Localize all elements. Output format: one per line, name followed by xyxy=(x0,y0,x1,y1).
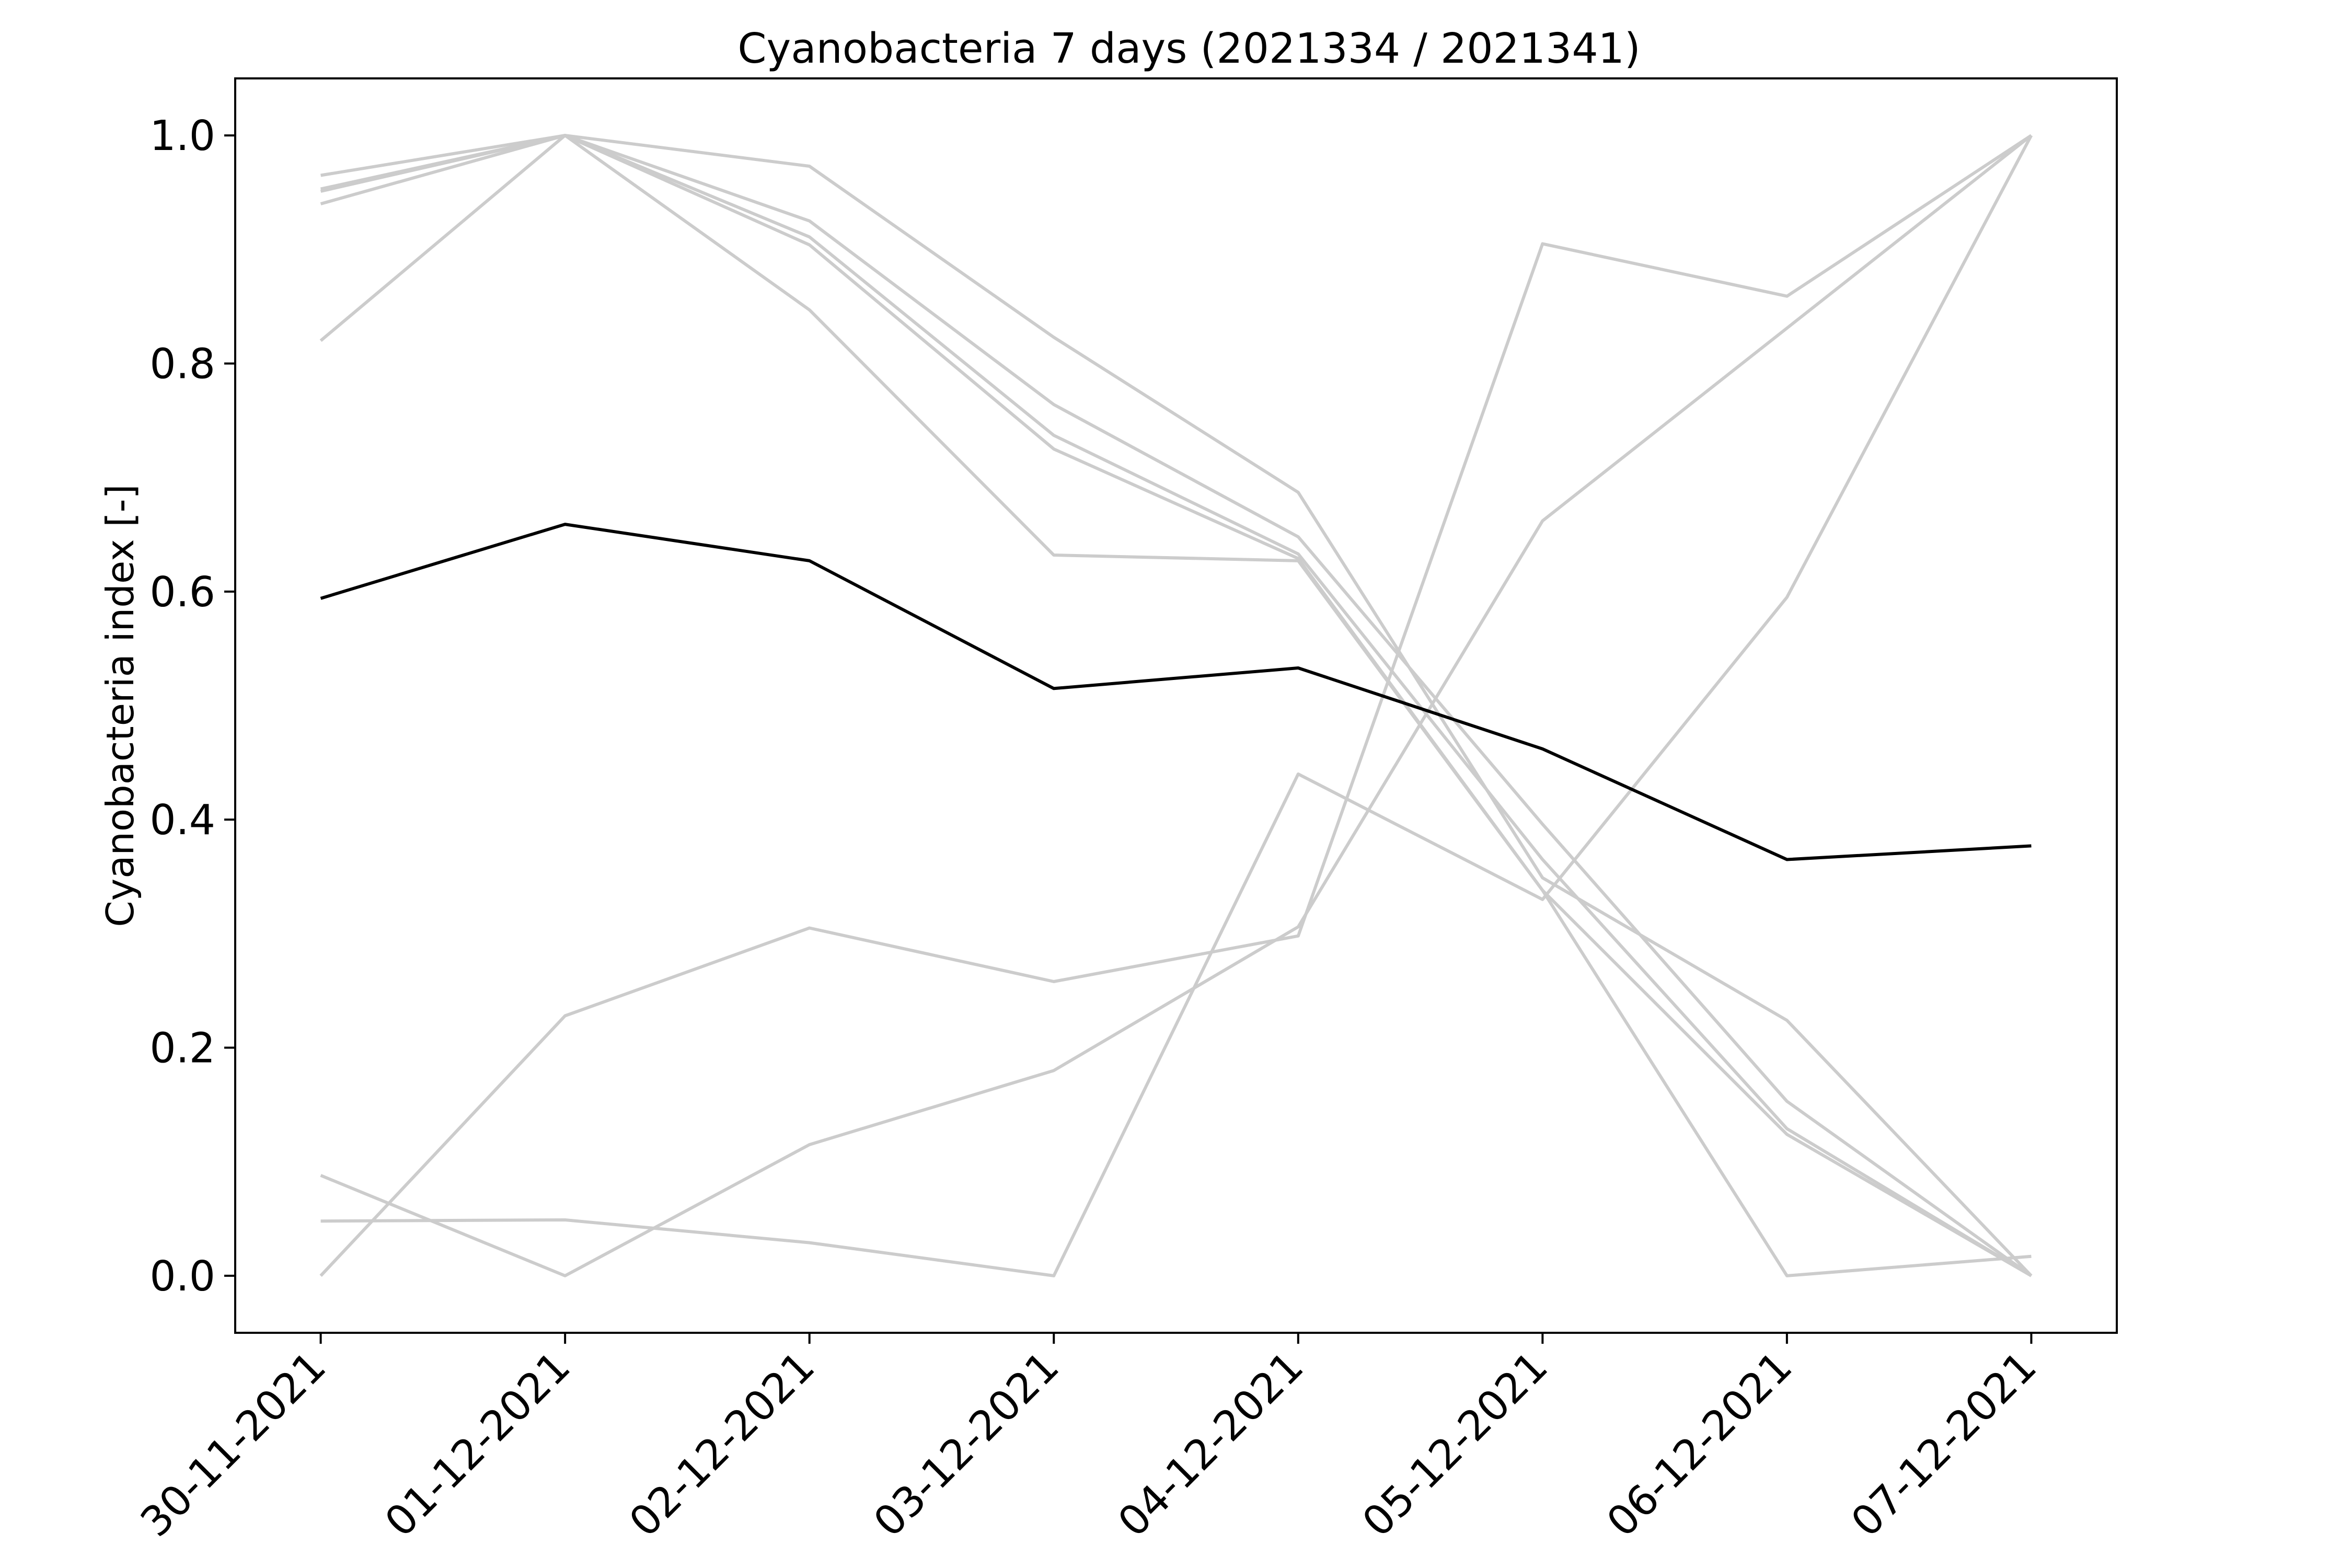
series-line-2 xyxy=(320,134,2033,1277)
series-line-5 xyxy=(320,134,2032,1277)
series-line-7 xyxy=(320,134,2033,1277)
y-tick-label: 0.4 xyxy=(149,796,215,844)
y-tick-label: 0.8 xyxy=(149,340,215,388)
y-axis-label: Cyanobacteria index [-] xyxy=(98,484,142,927)
y-tick-label: 0.2 xyxy=(149,1024,215,1073)
series-group xyxy=(319,134,2033,1277)
series-line-4 xyxy=(319,134,2032,1277)
y-tick-label: 0.6 xyxy=(149,568,215,616)
y-tick-label: 1.0 xyxy=(149,112,215,160)
y-axis-ticks: 0.0 0.2 0.4 0.6 0.8 1.0 xyxy=(149,112,235,1300)
series-line-1 xyxy=(320,134,2033,1277)
series-line-8 xyxy=(319,134,2033,1277)
series-line-6 xyxy=(320,134,2033,1277)
series-line-mean xyxy=(320,523,2032,861)
y-tick-label: 0.0 xyxy=(149,1252,215,1300)
chart-title: Cyanobacteria 7 days (2021334 / 2021341) xyxy=(737,25,1640,73)
plot-area-frame xyxy=(234,77,2118,1334)
